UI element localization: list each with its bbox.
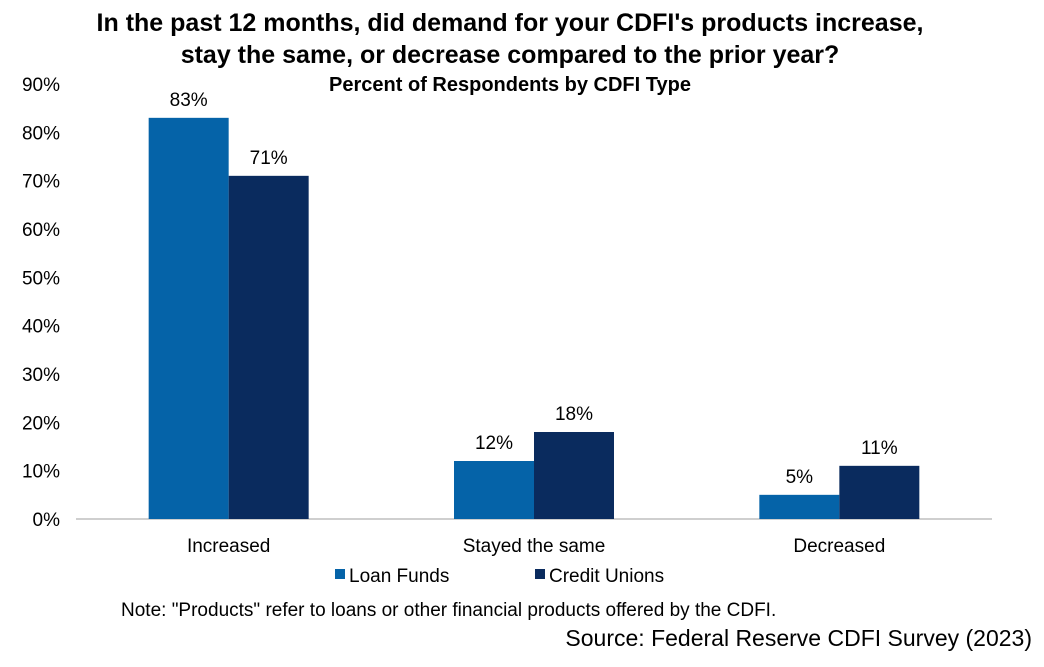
data-label: 5% [786,467,814,488]
data-label: 71% [250,148,288,169]
data-label: 83% [170,90,208,111]
bar-loan-funds-stayed-the-same [454,461,534,519]
y-tick-label: 60% [22,220,60,241]
bar-loan-funds-decreased [759,494,840,519]
y-tick-label: 40% [22,317,60,338]
bar-credit-unions-decreased [839,465,920,519]
x-tick-label: Increased [187,536,270,557]
y-tick-label: 30% [22,365,60,386]
y-tick-label: 80% [22,123,60,144]
x-tick-label: Decreased [793,536,885,557]
legend-label-loan-funds: Loan Funds [349,566,449,587]
legend-label-credit-unions: Credit Unions [549,566,664,587]
legend-swatch-loan-funds [335,569,345,579]
bar-loan-funds-increased [148,117,229,519]
y-tick-label: 10% [22,462,60,483]
y-tick-label: 50% [22,268,60,289]
legend-swatch-credit-unions [535,569,545,579]
y-tick-label: 70% [22,172,60,193]
bar-credit-unions-stayed-the-same [534,432,614,519]
x-tick-label: Stayed the same [463,536,606,557]
data-label: 18% [555,404,593,425]
chart-title-line-1: In the past 12 months, did demand for yo… [96,9,924,37]
data-label: 11% [861,438,898,459]
chart-note: Note: "Products" refer to loans or other… [121,600,777,621]
bar-credit-unions-increased [228,175,309,520]
y-tick-label: 0% [33,510,61,531]
data-label: 12% [475,433,513,454]
y-tick-label: 90% [22,75,60,96]
chart-title-line-2: stay the same, or decrease compared to t… [180,41,840,69]
chart-subtitle: Percent of Respondents by CDFI Type [329,74,691,96]
chart-source: Source: Federal Reserve CDFI Survey (202… [565,625,1032,651]
y-tick-label: 20% [22,413,60,434]
